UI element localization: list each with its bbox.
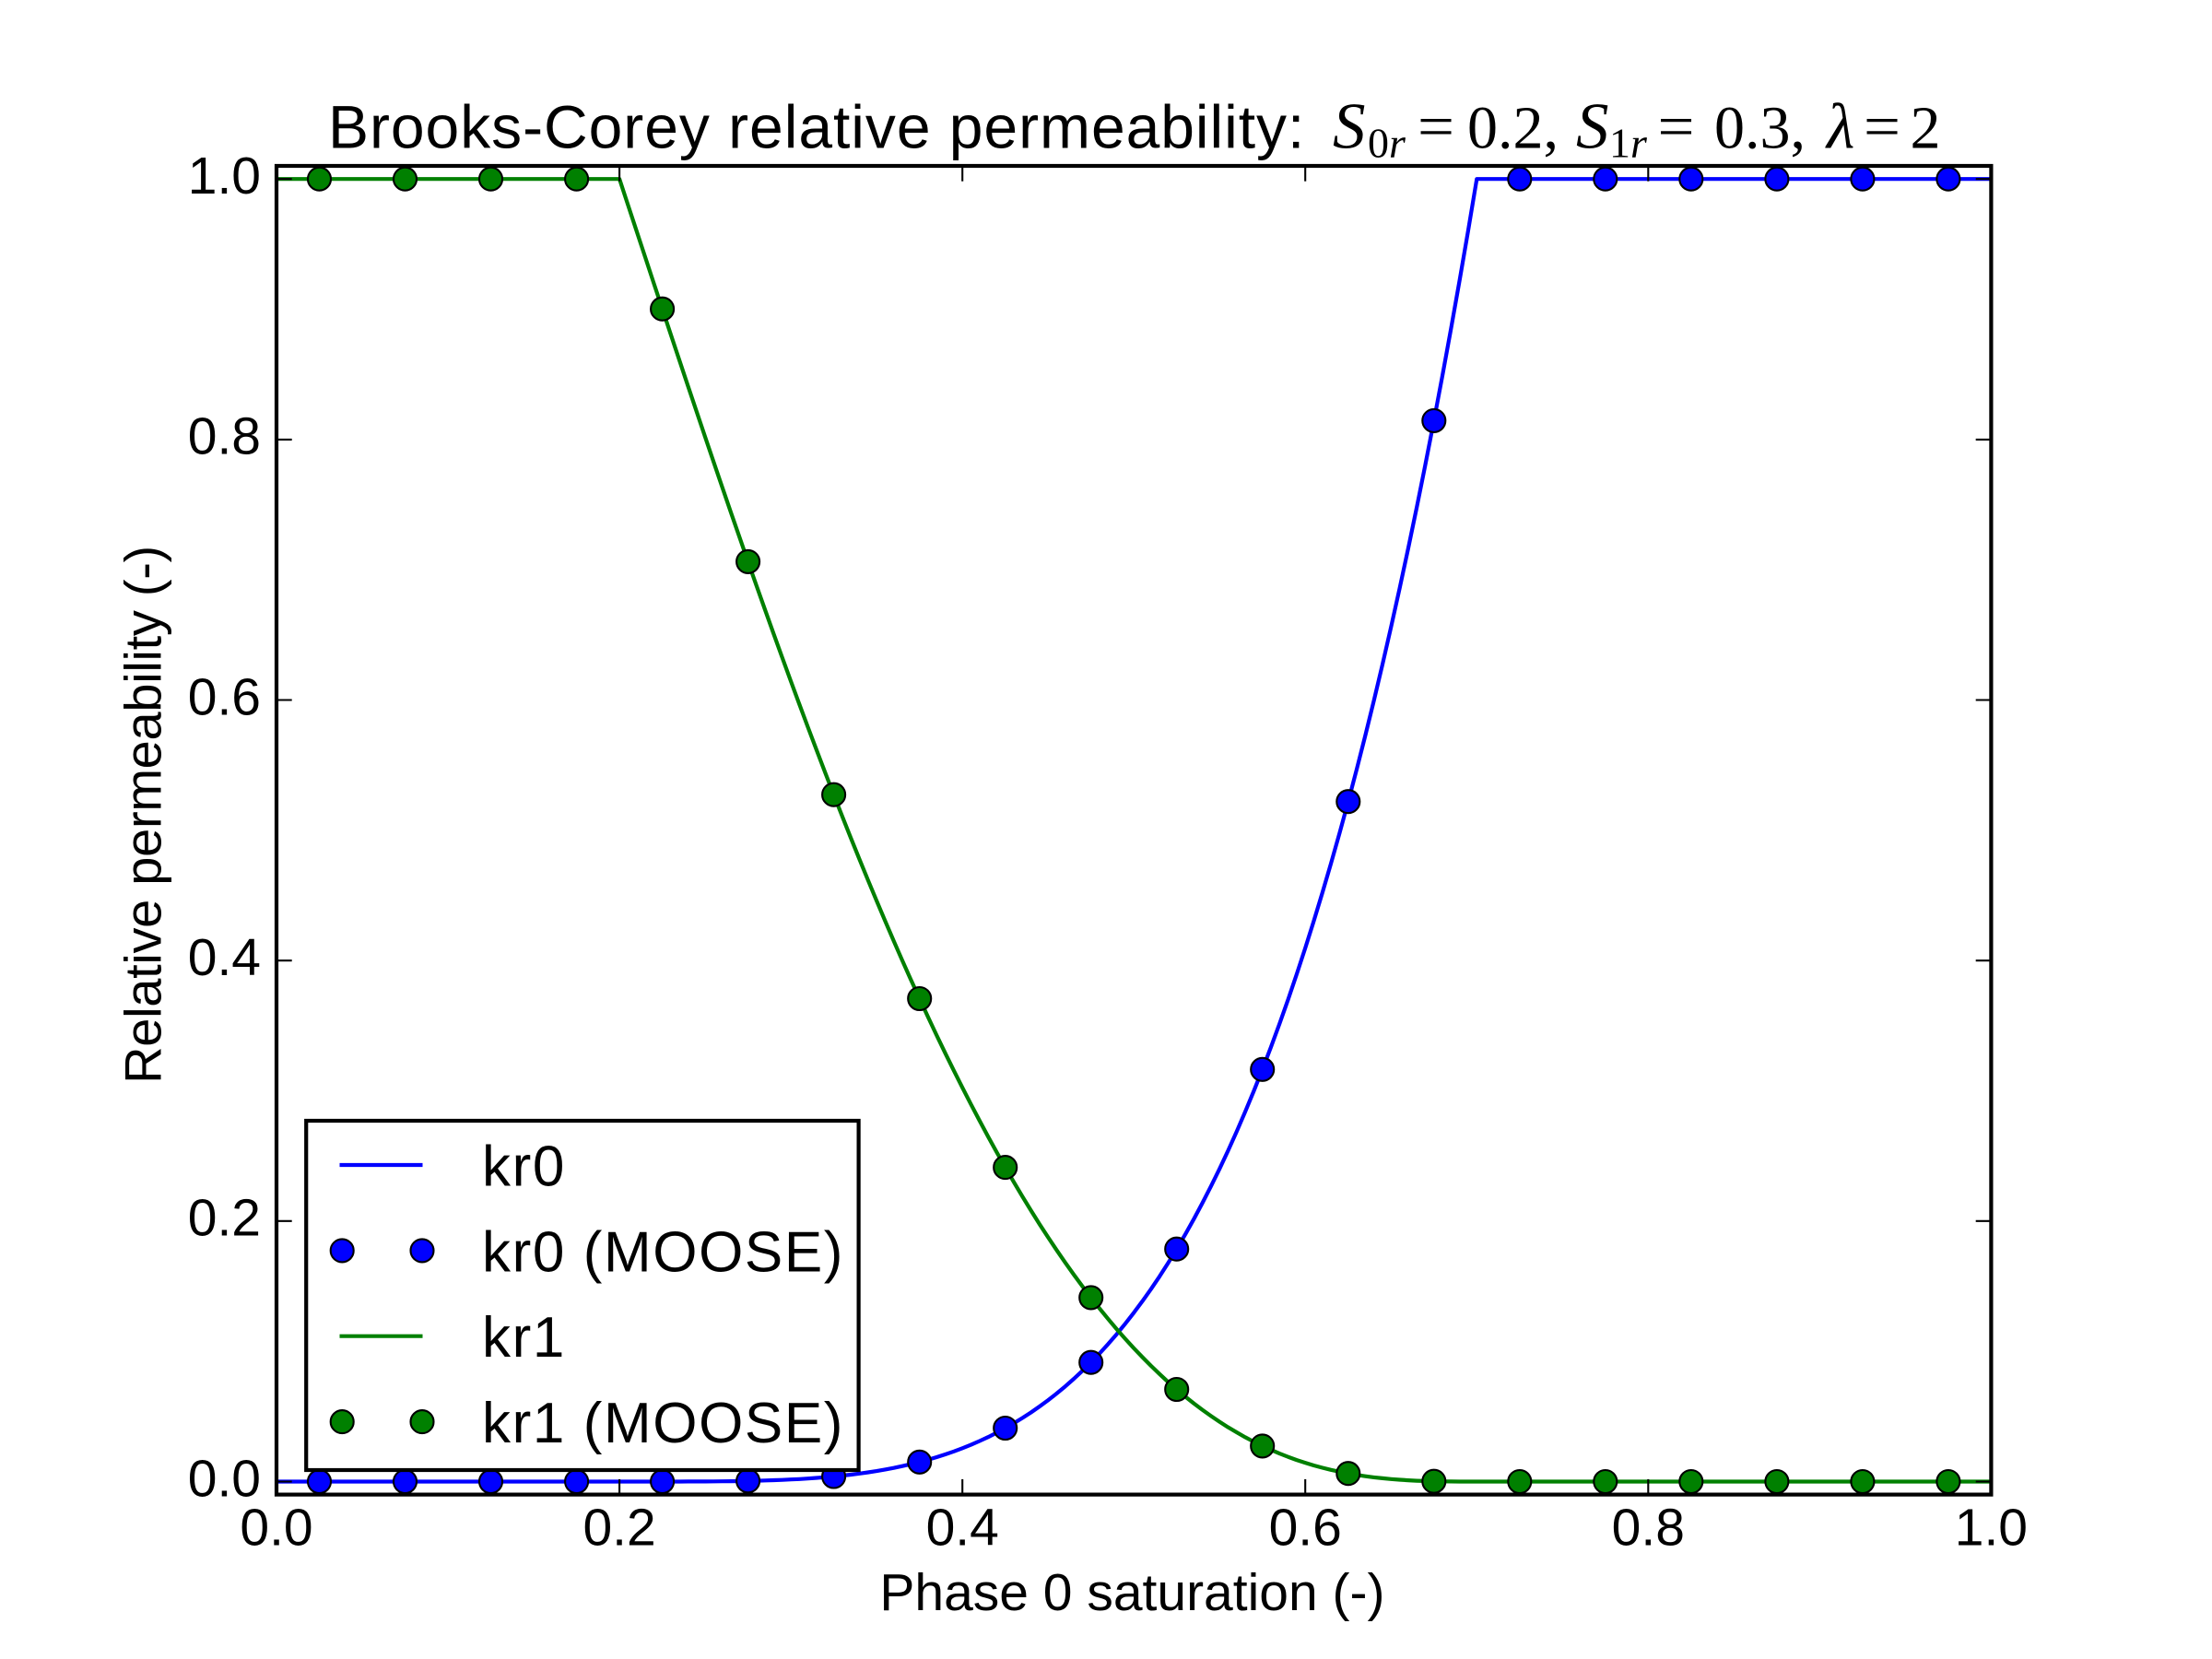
svg-text:0.8: 0.8 <box>188 407 261 466</box>
svg-text:=: = <box>1658 93 1695 160</box>
svg-text:0: 0 <box>1368 120 1389 167</box>
svg-text:0.6: 0.6 <box>188 667 261 726</box>
svg-text:Relative permeability (-): Relative permeability (-) <box>113 546 171 1084</box>
svg-text:=: = <box>1864 93 1900 160</box>
svg-text:0.8: 0.8 <box>1612 1499 1685 1558</box>
svg-text:r: r <box>1389 120 1406 167</box>
svg-text:S: S <box>1333 91 1366 163</box>
svg-text:0.3,: 0.3, <box>1714 95 1806 162</box>
svg-text:r: r <box>1630 120 1648 167</box>
svg-text:1.0: 1.0 <box>188 147 261 206</box>
svg-text:0.6: 0.6 <box>1269 1499 1342 1558</box>
svg-text:0.0: 0.0 <box>188 1449 261 1508</box>
svg-text:1.0: 1.0 <box>1955 1499 2028 1558</box>
svg-text:1: 1 <box>1609 120 1630 167</box>
svg-text:2: 2 <box>1911 95 1941 162</box>
svg-text:kr1 (MOOSE): kr1 (MOOSE) <box>482 1392 844 1455</box>
svg-text:λ: λ <box>1825 92 1854 163</box>
svg-text:0.2,: 0.2, <box>1467 95 1559 162</box>
svg-text:S: S <box>1576 91 1609 163</box>
svg-text:0.4: 0.4 <box>926 1499 999 1558</box>
svg-text:0.2: 0.2 <box>582 1499 655 1558</box>
svg-text:Brooks-Corey relative permeabi: Brooks-Corey relative permeability: <box>328 93 1305 161</box>
svg-text:0.0: 0.0 <box>240 1499 312 1558</box>
svg-text:0.4: 0.4 <box>188 928 261 987</box>
svg-text:Phase 0 saturation (-): Phase 0 saturation (-) <box>879 1563 1384 1622</box>
svg-text:0.2: 0.2 <box>188 1189 261 1248</box>
svg-text:kr0 (MOOSE): kr0 (MOOSE) <box>482 1220 844 1284</box>
svg-text:kr1: kr1 <box>482 1306 566 1370</box>
svg-text:=: = <box>1418 93 1454 160</box>
svg-text:kr0: kr0 <box>482 1135 566 1199</box>
